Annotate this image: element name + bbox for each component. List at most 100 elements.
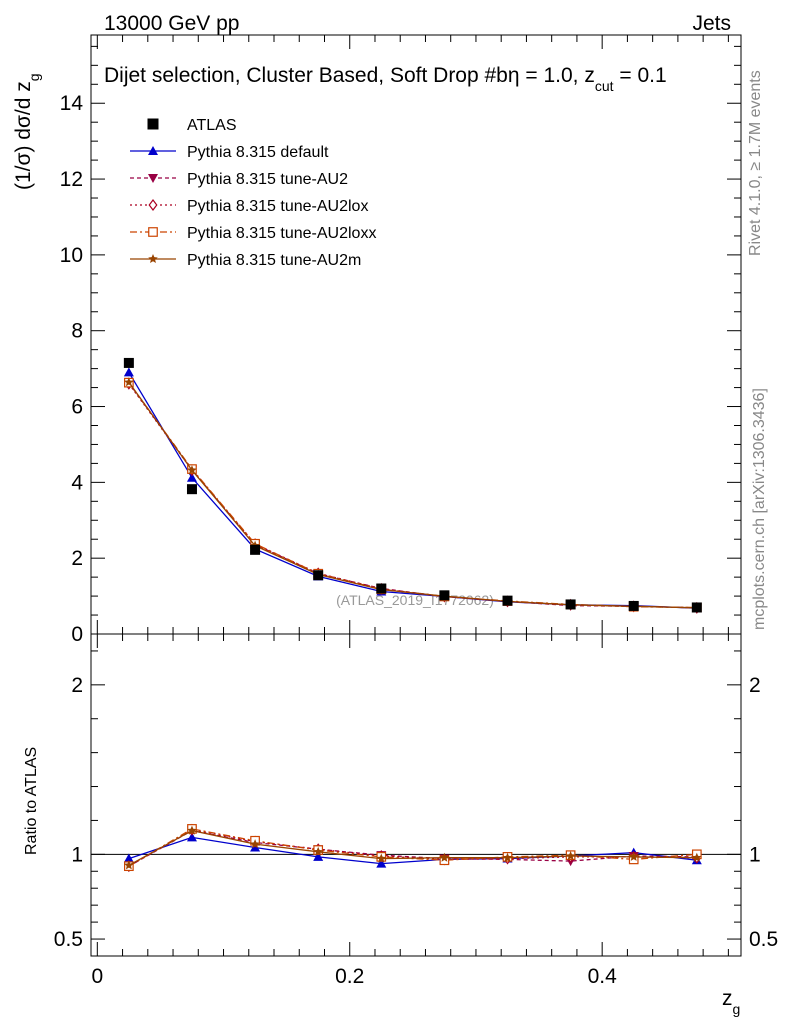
x-axis-label: zg bbox=[722, 987, 740, 1017]
legend-entry-0: Pythia 8.315 default bbox=[130, 144, 329, 161]
data-point bbox=[691, 602, 702, 613]
legend-label: Pythia 8.315 tune-AU2lox bbox=[187, 198, 368, 215]
ratio-point bbox=[628, 851, 639, 861]
legend-entry-4: Pythia 8.315 tune-AU2m bbox=[130, 252, 361, 269]
series-line bbox=[128, 382, 697, 609]
legend-marker bbox=[148, 174, 158, 183]
x-tick-label: 0.4 bbox=[588, 965, 618, 988]
atlas-data bbox=[123, 357, 702, 613]
plot-title-main: Dijet selection, Cluster Based, Soft Dro… bbox=[104, 64, 508, 87]
y-tick-label: 12 bbox=[60, 168, 83, 191]
ratio-point bbox=[186, 832, 197, 842]
series-line bbox=[128, 372, 697, 609]
ratio-point bbox=[123, 853, 134, 863]
y-tick-label: 8 bbox=[71, 320, 83, 343]
ratio-plot-frame bbox=[90, 633, 742, 957]
data-point bbox=[439, 590, 450, 601]
y-axis-label: (1/σ) dσ/d zg bbox=[12, 73, 42, 190]
data-point bbox=[502, 595, 513, 606]
ratio-point bbox=[502, 852, 513, 862]
ratio-layer bbox=[123, 823, 702, 873]
data-point bbox=[250, 544, 261, 555]
legend-entry-data: ATLAS bbox=[147, 117, 237, 134]
ratio-y-axis-label: Ratio to ATLAS bbox=[23, 747, 40, 855]
ratio-tick-label: 0.5 bbox=[54, 928, 83, 951]
data-point bbox=[313, 570, 324, 581]
series-point bbox=[124, 377, 134, 387]
ratio-series-2 bbox=[124, 823, 702, 873]
series-point bbox=[123, 367, 134, 377]
series-4 bbox=[124, 377, 702, 612]
legend-entry-2: Pythia 8.315 tune-AU2lox bbox=[130, 198, 368, 215]
x-tick-label: 0 bbox=[91, 965, 103, 988]
ratio-line bbox=[128, 829, 697, 867]
legend-label: Pythia 8.315 tune-AU2m bbox=[187, 252, 361, 269]
series-layer bbox=[123, 357, 702, 614]
legend-entry-1: Pythia 8.315 tune-AU2 bbox=[130, 171, 348, 188]
series-1 bbox=[123, 379, 702, 613]
ratio-line bbox=[128, 836, 697, 865]
series-line bbox=[128, 381, 697, 609]
ratio-point bbox=[692, 852, 702, 862]
ratio-line bbox=[128, 829, 697, 866]
ratio-point bbox=[439, 852, 450, 862]
ratio-series-0 bbox=[123, 832, 702, 868]
x-axis-label-main: z bbox=[722, 987, 733, 1010]
x-tick-label: 0.2 bbox=[335, 965, 364, 988]
series-0 bbox=[123, 367, 702, 613]
data-point bbox=[186, 484, 197, 495]
y-tick-label: 6 bbox=[71, 396, 83, 419]
plot-title-eta: η = 1.0, z bbox=[508, 64, 595, 87]
legend-marker bbox=[148, 227, 158, 237]
analysis-watermark: (ATLAS_2019_I1772062) bbox=[336, 592, 494, 608]
data-point bbox=[628, 600, 639, 611]
legend-label: Pythia 8.315 default bbox=[187, 144, 329, 161]
series-point bbox=[187, 465, 197, 475]
y-axis-label-sub: g bbox=[26, 73, 42, 81]
ratio-tick-label-right: 2 bbox=[749, 674, 761, 697]
ratio-tick-label: 2 bbox=[71, 674, 83, 697]
ratio-point bbox=[250, 839, 260, 849]
legend-marker bbox=[148, 254, 158, 264]
y-axis-label-main: (1/σ) dσ/d z bbox=[12, 81, 35, 190]
y-tick-label: 0 bbox=[71, 623, 83, 646]
ratio-point bbox=[187, 825, 197, 835]
legend-entry-3: Pythia 8.315 tune-AU2loxx bbox=[130, 225, 376, 242]
series-point bbox=[186, 472, 197, 482]
category-label: Jets bbox=[692, 12, 731, 35]
legend: ATLAS Pythia 8.315 default Pythia 8.315 tu… bbox=[130, 117, 376, 269]
energy-label: 13000 GeV pp bbox=[104, 12, 239, 35]
y-tick-label: 2 bbox=[71, 547, 83, 570]
legend-marker bbox=[148, 199, 158, 211]
plot-title-cut: cut bbox=[595, 78, 614, 94]
series-2 bbox=[124, 377, 702, 614]
legend-marker bbox=[147, 118, 159, 130]
ratio-point bbox=[376, 858, 387, 868]
ratio-point bbox=[376, 853, 387, 863]
x-axis-label-sub: g bbox=[733, 1001, 741, 1017]
ratio-series-4 bbox=[124, 825, 702, 870]
ratio-series-3 bbox=[124, 824, 702, 872]
ratio-tick-label: 1 bbox=[71, 843, 83, 866]
ratio-tick-label-right: 0.5 bbox=[749, 928, 778, 951]
data-point bbox=[376, 583, 387, 594]
data-point bbox=[565, 599, 576, 610]
mcplots-label: mcplots.cern.ch [arXiv:1306.3436] bbox=[751, 388, 768, 630]
legend-label: ATLAS bbox=[187, 117, 237, 134]
legend-label: Pythia 8.315 tune-AU2loxx bbox=[187, 225, 376, 242]
ratio-point bbox=[565, 851, 576, 861]
y-tick-label: 4 bbox=[71, 471, 83, 494]
legend-label: Pythia 8.315 tune-AU2 bbox=[187, 171, 348, 188]
rivet-label: Rivet 4.1.0, ≥ 1.7M events bbox=[747, 70, 764, 256]
legend-marker bbox=[148, 146, 158, 155]
plot-title-end: = 0.1 bbox=[614, 64, 667, 87]
ratio-tick-label-right: 1 bbox=[749, 843, 761, 866]
plot-title: Dijet selection, Cluster Based, Soft Dro… bbox=[104, 64, 667, 94]
data-point bbox=[123, 357, 134, 368]
series-3 bbox=[124, 377, 702, 613]
ratio-point bbox=[313, 851, 324, 861]
y-tick-label: 14 bbox=[60, 92, 84, 115]
ratio-point bbox=[313, 846, 323, 856]
